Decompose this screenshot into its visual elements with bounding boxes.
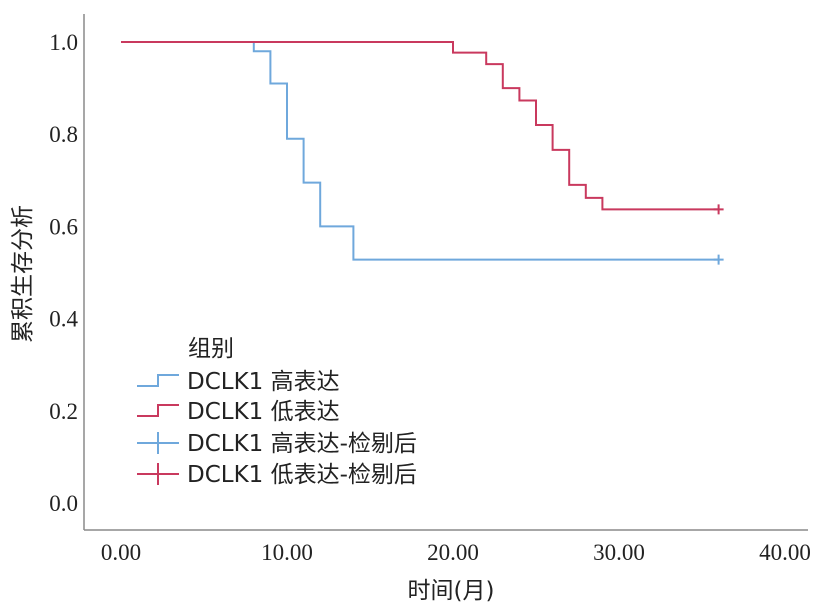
x-axis-title: 时间(月): [408, 578, 495, 604]
y-tick-label: 0.8: [49, 122, 78, 147]
x-tick-label: 20.00: [427, 540, 479, 565]
series-layer: [121, 41, 724, 265]
y-tick-label: 0.0: [49, 491, 78, 516]
legend-step-marker: [137, 404, 179, 417]
legend-label: DCLK1 低表达: [187, 399, 340, 425]
censor-mark-0: [713, 254, 724, 265]
legend: 组别 DCLK1 高表达 DCLK1 低表达 DCLK1 高表达-检剔后 DCLK1 …: [137, 336, 417, 488]
legend-plus-marker: [137, 432, 179, 454]
y-tick-label: 0.6: [49, 214, 78, 239]
y-tick-label: 0.4: [49, 307, 78, 332]
y-tick-label: 0.2: [49, 399, 78, 424]
censor-mark-1: [713, 204, 724, 215]
x-tick-label: 40.00: [759, 540, 811, 565]
legend-plus-marker: [137, 463, 179, 485]
legend-label: DCLK1 高表达: [187, 369, 340, 395]
legend-step-marker: [137, 374, 179, 387]
axes: [83, 14, 808, 531]
legend-title: 组别: [188, 336, 234, 362]
x-tick-label: 10.00: [261, 540, 313, 565]
legend-label: DCLK1 高表达-检剔后: [187, 431, 417, 457]
y-axis-title: 累积生存分析: [10, 205, 36, 343]
x-tick-label: 30.00: [593, 540, 645, 565]
series-line-1: [121, 41, 719, 211]
legend-label: DCLK1 低表达-检剔后: [187, 462, 417, 488]
y-tick-labels: 0.0 0.2 0.4 0.6 0.8 1.0: [49, 30, 78, 516]
series-line-0: [121, 41, 719, 261]
x-tick-label: 0.00: [101, 540, 141, 565]
x-tick-labels: 0.00 10.00 20.00 30.00 40.00: [101, 540, 811, 565]
y-tick-label: 1.0: [49, 30, 78, 55]
